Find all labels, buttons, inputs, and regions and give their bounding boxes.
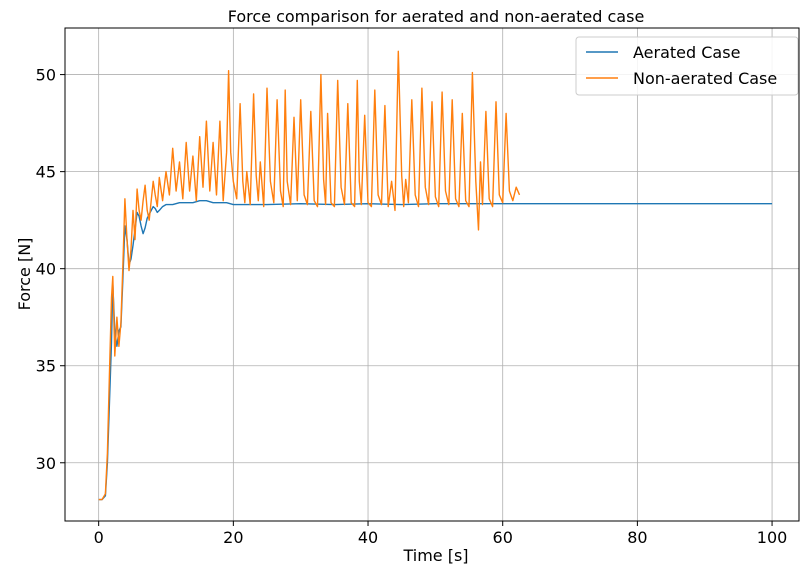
plot-frame <box>64 27 800 522</box>
legend-box <box>575 36 799 96</box>
y-axis-label: Force [N] <box>15 238 34 311</box>
x-tick-label: 40 <box>358 528 378 547</box>
x-tick-label: 0 <box>94 528 104 547</box>
y-tick-label: 50 <box>36 66 56 85</box>
y-tick-label: 40 <box>36 260 56 279</box>
chart-title: Force comparison for aerated and non-aer… <box>228 7 645 26</box>
series-line-non-aerated <box>98 50 521 501</box>
y-tick-label: 30 <box>36 454 56 473</box>
x-tick-label: 80 <box>627 528 647 547</box>
legend: Aerated Case Non-aerated Case <box>575 36 799 96</box>
x-axis: 0 20 40 60 80 100 <box>94 521 788 547</box>
x-axis-label: Time [s] <box>402 546 468 565</box>
series-line-aerated <box>98 199 773 501</box>
series-layer <box>98 50 773 501</box>
x-tick-label: 20 <box>223 528 243 547</box>
x-tick-label: 100 <box>757 528 788 547</box>
legend-label-non-aerated: Non-aerated Case <box>633 69 777 88</box>
x-tick-label: 60 <box>493 528 513 547</box>
y-tick-label: 45 <box>36 163 56 182</box>
y-tick-label: 35 <box>36 357 56 376</box>
grid <box>65 28 799 521</box>
legend-label-aerated: Aerated Case <box>633 43 740 62</box>
y-axis: 30 35 40 45 50 <box>36 66 65 473</box>
